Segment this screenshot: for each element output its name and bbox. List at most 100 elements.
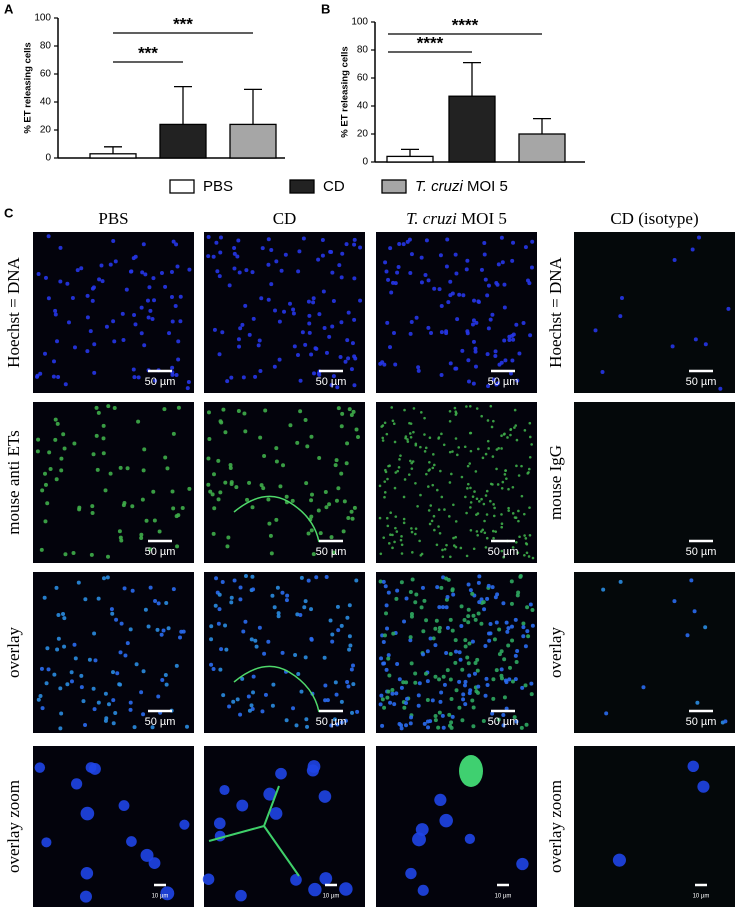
cell <box>211 666 216 671</box>
cell <box>38 371 43 376</box>
cell <box>428 436 432 440</box>
cell <box>451 450 454 453</box>
cell <box>284 718 289 723</box>
cell <box>479 621 484 626</box>
cell <box>452 544 456 547</box>
cell <box>140 497 145 502</box>
cell <box>453 638 458 643</box>
cell <box>510 358 515 363</box>
cell <box>423 272 428 277</box>
cell <box>62 616 67 621</box>
cell <box>481 528 485 532</box>
scale-bar-label: 10 µm <box>693 894 710 900</box>
cell <box>499 235 504 240</box>
cell <box>471 339 476 344</box>
cell <box>381 579 386 584</box>
cell <box>178 319 183 324</box>
cell <box>281 463 286 468</box>
cell <box>509 433 512 437</box>
cell <box>379 693 384 698</box>
cell <box>53 417 58 422</box>
cell <box>346 684 351 689</box>
cell <box>484 494 488 497</box>
cell <box>443 548 447 551</box>
cell <box>241 375 246 380</box>
cell <box>211 254 216 259</box>
cell <box>391 280 396 285</box>
cell <box>221 407 226 412</box>
cell <box>216 621 221 626</box>
cell <box>526 472 530 475</box>
cell <box>223 480 228 485</box>
cell <box>448 481 452 484</box>
cell <box>167 331 172 336</box>
cell <box>476 580 481 585</box>
cell <box>690 247 695 252</box>
y-tick-label: 20 <box>40 125 52 136</box>
cell <box>419 255 424 260</box>
cell <box>412 832 426 847</box>
cell <box>416 368 421 373</box>
scale-bar-label: 10 µm <box>323 894 340 900</box>
cell <box>703 625 708 630</box>
cell <box>114 617 119 622</box>
cell <box>260 709 265 714</box>
cell <box>111 239 116 244</box>
cell <box>410 467 414 470</box>
cell <box>472 298 477 303</box>
cell <box>63 382 68 387</box>
cell <box>293 652 298 657</box>
cell <box>276 614 281 619</box>
cell <box>220 580 225 585</box>
cell <box>257 338 262 343</box>
cell <box>187 486 192 491</box>
cell <box>382 661 387 666</box>
cell <box>358 298 363 303</box>
cell <box>328 618 333 623</box>
panel-label: C <box>4 205 14 220</box>
cell <box>404 696 409 701</box>
cell <box>416 703 421 708</box>
cell <box>303 342 308 347</box>
cell <box>378 516 382 520</box>
cell <box>329 535 334 540</box>
text: PBS <box>98 209 128 228</box>
cell <box>94 405 99 410</box>
row-label: overlay <box>4 627 23 678</box>
cell <box>316 508 321 513</box>
cell <box>58 279 63 284</box>
cell <box>435 543 439 547</box>
row-label: overlay <box>546 627 565 678</box>
cell <box>405 239 410 244</box>
scale-bar-label: 50 µm <box>686 546 717 558</box>
cell <box>419 493 422 497</box>
cell <box>399 580 404 585</box>
cell <box>502 338 507 343</box>
cell <box>339 882 353 896</box>
cell <box>382 705 387 710</box>
cell <box>486 384 491 389</box>
cell <box>383 480 387 483</box>
cell <box>240 322 245 327</box>
cell <box>481 718 486 723</box>
cell <box>466 582 471 587</box>
cell <box>408 432 412 435</box>
cell <box>147 285 152 290</box>
cell <box>523 683 528 688</box>
cell <box>405 867 417 880</box>
cell <box>170 365 175 370</box>
cell <box>529 692 534 697</box>
cell <box>445 543 448 547</box>
cell <box>247 708 252 713</box>
cell <box>504 706 509 711</box>
cell <box>380 633 385 638</box>
cell <box>515 593 520 598</box>
cell <box>262 651 267 656</box>
cell <box>309 636 314 641</box>
cell <box>382 633 387 638</box>
cell <box>47 450 52 455</box>
cell <box>266 262 271 267</box>
cell <box>174 242 179 247</box>
cell <box>354 578 359 583</box>
cell <box>395 530 399 533</box>
